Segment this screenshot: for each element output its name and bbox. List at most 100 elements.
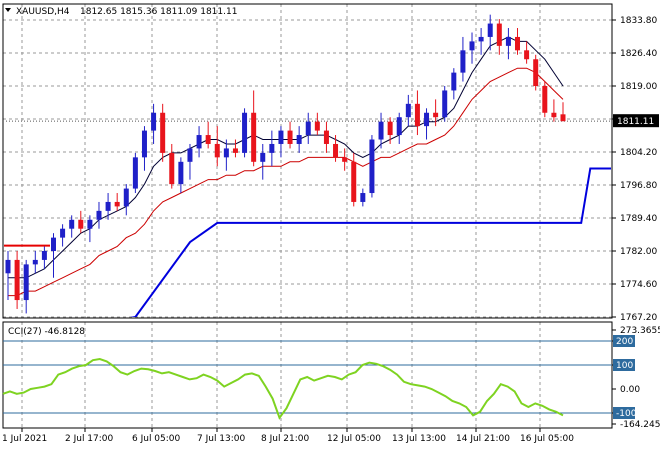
candle-bear (160, 112, 166, 153)
ma-fast-line (8, 36, 564, 279)
x-tick-label: 8 Jul 21:00 (261, 434, 310, 444)
price-tag (613, 114, 659, 128)
candle-bear (351, 161, 357, 202)
candle-bull (69, 219, 75, 229)
candle-bear (515, 36, 521, 51)
candle-bull (223, 148, 229, 158)
cci-tick-label: -164.2456 (620, 420, 660, 430)
candle-bull (32, 259, 38, 265)
symbol-menu-icon[interactable] (5, 8, 11, 12)
x-tick-label: 2 Jul 17:00 (65, 434, 114, 444)
candle-bear (433, 112, 439, 118)
candle-bull (396, 117, 402, 136)
axes: 1 Jul 2021 2 Jul 17:00 6 Jul 05:00 7 Jul 13… (2, 16, 660, 444)
x-tick-label: 16 Jul 05:00 (520, 434, 574, 444)
candle-bull (60, 228, 66, 238)
candle-bear (560, 114, 566, 122)
candle-bear (114, 201, 120, 207)
candle-bull (178, 161, 184, 185)
cci-tick-label: 0.00 (620, 385, 640, 395)
candle-bull (196, 135, 202, 149)
candle-bear (14, 259, 20, 301)
candle-bear (342, 157, 348, 162)
y-tick-label: 1796.80 (620, 181, 657, 191)
candle-bull (469, 41, 475, 51)
candle-bull (260, 152, 266, 162)
cci-level-tag (613, 335, 635, 347)
x-tick-label: 14 Jul 21:00 (456, 434, 510, 444)
candle-bull (96, 210, 102, 220)
y-tick-label: 1789.40 (620, 214, 657, 224)
candle-bear (78, 219, 84, 229)
candle-bull (187, 148, 193, 162)
ohlc-label: 1812.65 1815.36 1811.09 1811.11 (80, 7, 237, 17)
cci-level-label: -100 (616, 409, 637, 419)
y-tick-label: 1826.40 (620, 49, 657, 59)
candle-bear (496, 23, 502, 46)
candle-bull (278, 130, 284, 144)
x-tick-label: 1 Jul 2021 (2, 434, 47, 444)
y-tick-label: 1833.80 (620, 16, 657, 26)
x-tick-label: 7 Jul 13:00 (197, 434, 246, 444)
candle-bull (23, 264, 29, 301)
y-tick-label: 1774.60 (620, 280, 657, 290)
x-tick-label: 6 Jul 05:00 (132, 434, 181, 444)
candle-bear (333, 143, 339, 158)
cci-pane-frame (2, 321, 613, 429)
candle-bull (460, 50, 466, 73)
trailing-stop-line (129, 167, 611, 317)
cci-line (2, 357, 564, 420)
candle-bull (242, 112, 248, 153)
candle-bear (542, 86, 548, 113)
grid (3, 4, 612, 428)
cci-level-tag (613, 407, 635, 419)
candle-bear (524, 50, 530, 60)
candle-bull (487, 23, 493, 37)
candle-bull (87, 219, 93, 229)
candle-bull (442, 90, 448, 118)
candle-bull (478, 36, 484, 42)
y-tick-label: 1804.20 (620, 148, 657, 158)
price-plot (4, 14, 611, 317)
price-tag-label: 1811.11 (617, 117, 654, 127)
candle-bull (369, 139, 375, 194)
cci-level-label: 100 (616, 361, 633, 371)
y-tick-label: 1819.00 (620, 82, 657, 92)
y-tick-label: 1782.00 (620, 247, 657, 257)
candle-bull (41, 251, 47, 260)
candle-bull (451, 72, 457, 91)
candle-bull (151, 112, 157, 131)
candle-bull (405, 103, 411, 118)
candle-bear (314, 121, 320, 131)
candle-bull (305, 121, 311, 136)
candle-bear (533, 59, 539, 86)
candle-bull (296, 135, 302, 144)
candle-bull (132, 157, 138, 189)
candle-bear (251, 112, 257, 162)
x-tick-label: 12 Jul 05:00 (327, 434, 381, 444)
candle-bear (169, 152, 175, 185)
candle-bull (141, 130, 147, 158)
candle-bull (269, 143, 275, 153)
cci-level-tag (613, 359, 635, 371)
candle-bear (287, 130, 293, 144)
candle-bull (123, 188, 129, 207)
candle-bear (387, 121, 393, 136)
candle-bull (424, 112, 430, 127)
candle-bull (505, 36, 511, 46)
candle-bull (5, 259, 11, 274)
y-tick-label: 1767.20 (620, 313, 657, 323)
candle-bear (232, 148, 238, 153)
cci-title: CCI(27) -46.8128 (8, 327, 85, 337)
candle-bear (551, 112, 557, 118)
cci-pane: CCI(27) -46.8128 (2, 327, 612, 420)
candle-bull (105, 201, 111, 211)
candle-bear (205, 135, 211, 144)
header: XAUUSD,H4 1812.65 1815.36 1811.09 1811.1… (5, 7, 237, 17)
ma-slow-line (8, 67, 564, 297)
candle-bull (360, 193, 366, 202)
x-tick-label: 13 Jul 13:00 (392, 434, 446, 444)
cci-tick-label: 273.3655 (620, 326, 660, 336)
